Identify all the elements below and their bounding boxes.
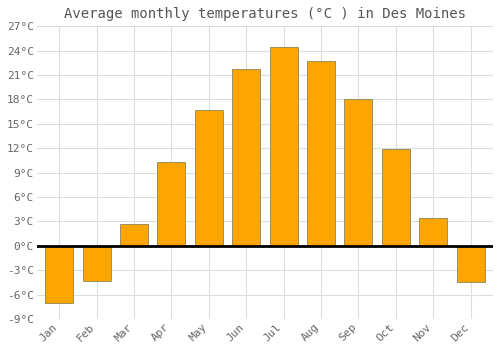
Title: Average monthly temperatures (°C ) in Des Moines: Average monthly temperatures (°C ) in De… xyxy=(64,7,466,21)
Bar xyxy=(232,69,260,246)
Bar xyxy=(307,61,335,246)
Bar xyxy=(456,246,484,282)
Bar xyxy=(344,99,372,246)
Bar xyxy=(419,218,447,246)
Bar xyxy=(120,224,148,246)
Bar xyxy=(195,110,223,246)
Bar xyxy=(382,149,410,246)
Bar xyxy=(270,47,297,246)
Bar xyxy=(158,162,186,246)
Bar xyxy=(45,246,73,303)
Bar xyxy=(82,246,110,281)
